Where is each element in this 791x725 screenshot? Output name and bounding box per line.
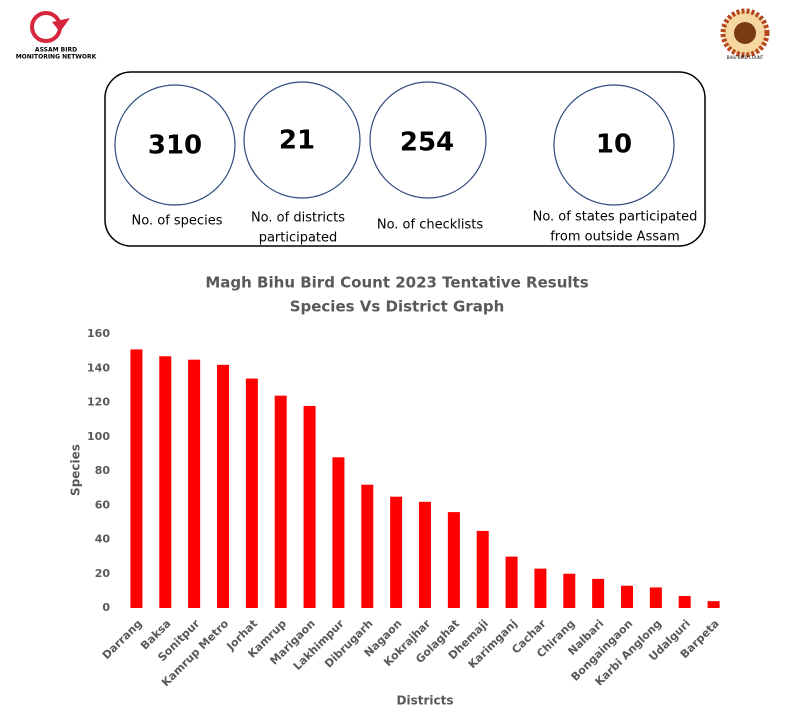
stat-circle [114, 84, 236, 206]
bar [274, 395, 287, 608]
logo-core [734, 22, 756, 44]
stat-value: 310 [148, 131, 202, 161]
bar [390, 496, 403, 608]
logo-ring [30, 11, 62, 43]
y-tick-label: 20 [95, 567, 111, 580]
stat-circle [369, 81, 487, 199]
logo-text: MONITORING NETWORK [16, 54, 97, 61]
y-tick-label: 40 [95, 533, 111, 546]
chart-subtitle: Species Vs District Graph [290, 298, 505, 316]
y-tick-label: 80 [95, 464, 111, 477]
bar [217, 364, 229, 608]
stat-label: No. of species [132, 214, 223, 229]
chart-title: Magh Bihu Bird Count 2023 Tentative Resu… [205, 274, 588, 292]
logo-text: BIHU BIRD COUNT [727, 55, 764, 60]
y-tick-label: 120 [87, 396, 110, 409]
left-logo: ASSAM BIRD MONITORING NETWORK [16, 11, 97, 61]
bar [332, 457, 345, 608]
stat-label: participated [259, 231, 338, 246]
y-tick-label: 60 [95, 498, 111, 511]
stat-label: No. of districts [251, 211, 345, 226]
bar [678, 596, 691, 608]
right-logo: BIHU BIRD COUNT [720, 8, 770, 60]
y-tick-label: 140 [87, 361, 110, 374]
bar [188, 359, 201, 608]
y-tick-label: 100 [87, 430, 110, 443]
bar [303, 405, 316, 608]
bar [707, 601, 720, 608]
bar [419, 501, 431, 608]
bar [534, 568, 547, 608]
bar [130, 349, 143, 608]
bar [563, 573, 576, 608]
y-axis-label: Species [69, 444, 83, 496]
bar [621, 585, 633, 608]
bar [159, 356, 172, 608]
y-tick-label: 160 [87, 327, 110, 340]
stats-box [104, 71, 706, 247]
stat-label: No. of states participated [533, 210, 698, 225]
logo-bird [52, 18, 70, 32]
bar [361, 484, 374, 608]
stat-value: 10 [596, 130, 632, 160]
x-axis-label: Districts [397, 694, 454, 708]
bar [476, 530, 489, 608]
stat-value: 254 [400, 128, 454, 158]
y-tick-label: 0 [102, 601, 110, 614]
stat-label: from outside Assam [550, 230, 680, 245]
stats-panel: 310 No. of species 21 No. of districts p… [104, 71, 706, 247]
stat-circle [243, 81, 361, 199]
bar [649, 587, 662, 608]
stat-circle [553, 84, 675, 206]
stat-value: 21 [279, 126, 315, 156]
x-tick-label: Darrang [100, 617, 145, 662]
stat-label: No. of checklists [377, 218, 484, 233]
logo-text: ASSAM BIRD [35, 47, 77, 54]
bar [447, 512, 460, 608]
bar [245, 378, 258, 608]
bar [592, 578, 605, 608]
bar [505, 556, 518, 608]
